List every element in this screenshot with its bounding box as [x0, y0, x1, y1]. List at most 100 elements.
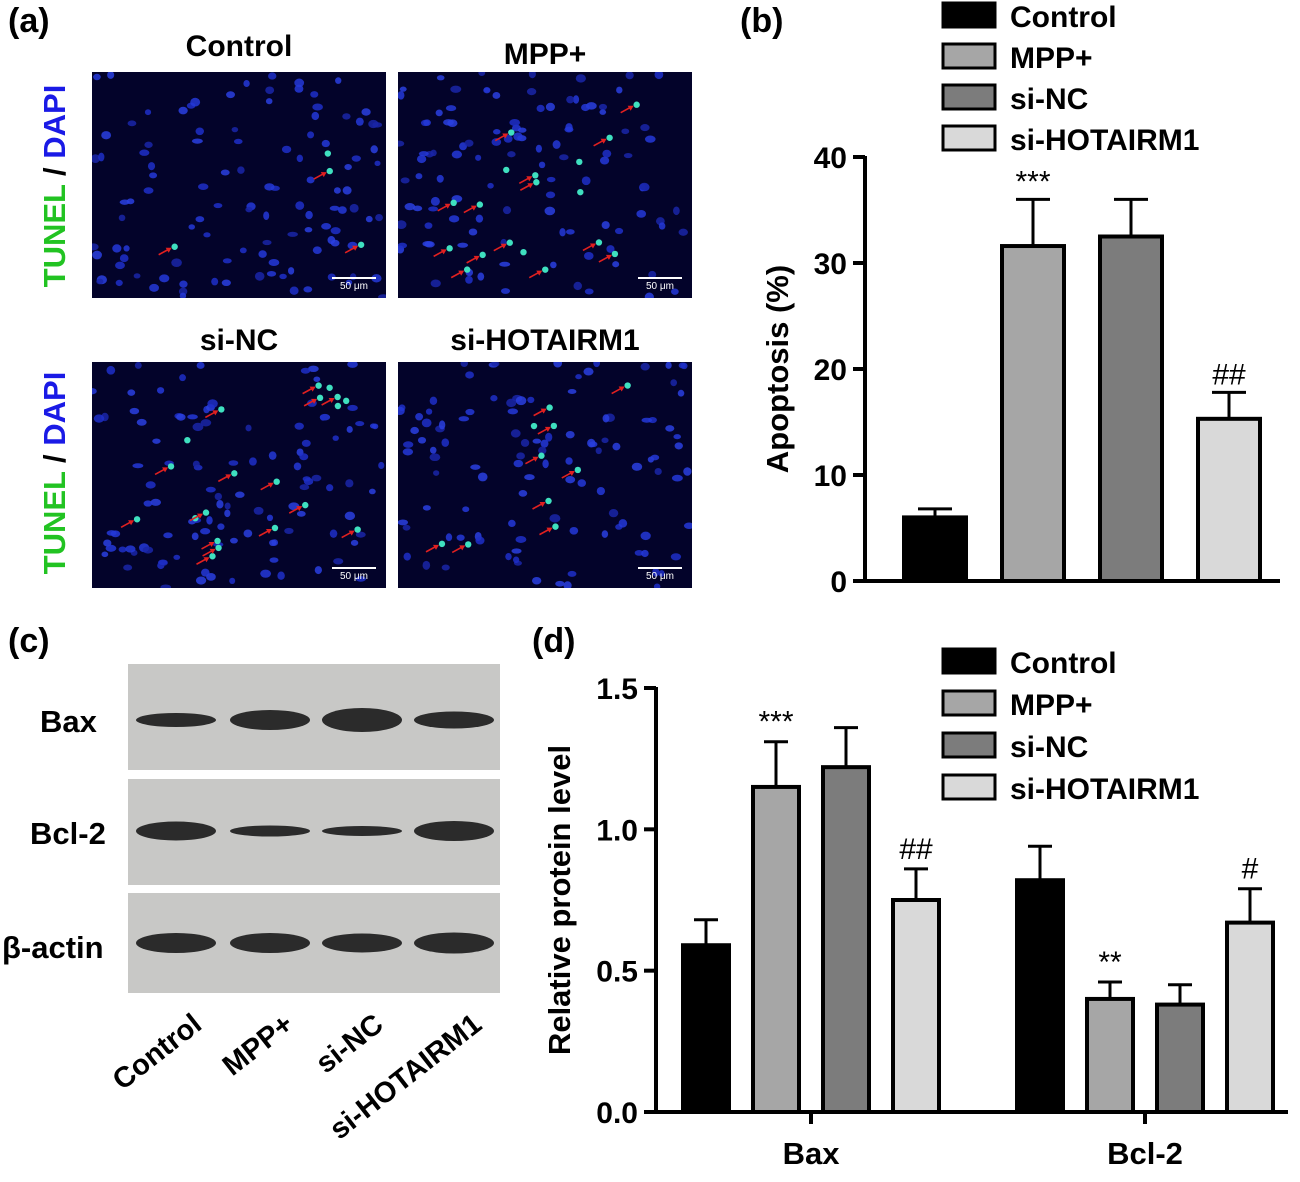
- dapi-nucleus: [606, 245, 615, 253]
- dapi-nucleus: [398, 406, 405, 416]
- dapi-nucleus: [608, 509, 619, 518]
- red-arrow-icon: [217, 474, 232, 483]
- tunel-positive-cell: [273, 478, 280, 485]
- dapi-nucleus: [456, 534, 465, 541]
- dapi-nucleus: [631, 462, 643, 471]
- bar: [1196, 416, 1262, 583]
- blot-label-bax: Bax: [40, 704, 97, 739]
- y-tick-label: 10: [814, 460, 847, 493]
- significance-label: **: [1098, 946, 1122, 979]
- legend-swatch: [941, 124, 997, 152]
- bar: [1225, 920, 1275, 1115]
- dapi-nucleus: [144, 141, 153, 148]
- legend-label: MPP+: [1010, 42, 1093, 75]
- dapi-nucleus: [281, 145, 292, 154]
- dapi-nucleus: [375, 213, 383, 222]
- dapi-nucleus: [187, 414, 198, 420]
- dapi-nucleus: [403, 552, 411, 561]
- dapi-nucleus: [451, 150, 463, 159]
- dapi-nucleus: [118, 546, 127, 553]
- dapi-nucleus: [269, 557, 279, 563]
- dapi-nucleus: [483, 87, 491, 94]
- tunel-positive-cell: [326, 167, 333, 175]
- tunel-positive-cell: [479, 251, 486, 259]
- tunel-positive-cell: [546, 404, 553, 411]
- dapi-nucleus: [491, 138, 502, 146]
- tunel-positive-cell: [520, 248, 527, 256]
- dapi-nucleus: [515, 535, 527, 543]
- micrograph-title-sihotairm1: si-HOTAIRM1: [450, 324, 640, 357]
- dapi-nucleus: [443, 119, 454, 126]
- dapi-nucleus: [342, 113, 351, 120]
- dapi-nucleus: [294, 84, 304, 93]
- dapi-nucleus: [333, 187, 341, 194]
- dapi-nucleus: [269, 539, 277, 547]
- red-arrow-icon: [258, 529, 272, 537]
- tunel-positive-cell: [506, 239, 513, 246]
- panel-label-d: (d): [532, 622, 576, 660]
- dapi-nucleus: [400, 177, 410, 184]
- red-arrow-icon: [260, 482, 274, 491]
- dapi-nucleus: [572, 95, 580, 104]
- dapi-nucleus: [536, 104, 545, 113]
- dapi-nucleus: [565, 476, 576, 484]
- legend-swatch: [941, 689, 997, 717]
- dapi-nucleus: [133, 273, 141, 279]
- dapi-nucleus: [493, 129, 501, 135]
- dapi-nucleus: [477, 472, 488, 482]
- y-axis-label: Relative protein level: [542, 745, 577, 1055]
- red-arrow-icon: [525, 456, 539, 465]
- dapi-nucleus: [450, 85, 462, 93]
- dapi-nucleus: [245, 424, 252, 432]
- dapi-nucleus: [509, 118, 521, 127]
- dapi-nucleus: [601, 530, 609, 538]
- tunel-positive-cell: [209, 553, 216, 560]
- red-arrow-icon: [204, 410, 219, 419]
- dapi-nucleus: [403, 441, 414, 448]
- lane-label-mpp: MPP+: [217, 1008, 300, 1083]
- dapi-nucleus: [312, 103, 323, 111]
- dapi-nucleus: [196, 362, 205, 369]
- y-tick-label: 20: [814, 354, 847, 387]
- dapi-nucleus: [299, 453, 309, 461]
- dapi-nucleus: [398, 242, 408, 249]
- dapi-nucleus: [303, 286, 313, 293]
- blot-band: [230, 825, 310, 837]
- dapi-nucleus: [118, 214, 126, 222]
- dapi-nucleus: [160, 584, 172, 588]
- dapi-nucleus: [421, 418, 432, 428]
- dapi-nucleus: [231, 126, 239, 133]
- dapi-nucleus: [465, 275, 473, 284]
- dapi-nucleus: [277, 571, 285, 580]
- y-tick-label: 40: [814, 142, 847, 175]
- dapi-nucleus: [266, 270, 277, 277]
- dapi-nucleus: [350, 539, 359, 546]
- bar: [902, 515, 968, 584]
- tunel-positive-cell: [577, 188, 584, 196]
- dapi-nucleus: [158, 559, 168, 566]
- blot-strip-bax: [128, 664, 500, 770]
- dapi-nucleus: [658, 222, 666, 230]
- dapi-nucleus: [207, 399, 218, 409]
- tunel-positive-cell: [171, 243, 178, 250]
- tunel-positive-cell: [538, 452, 545, 459]
- dapi-nucleus: [115, 261, 125, 270]
- dapi-nucleus: [337, 206, 347, 214]
- micrograph-control: 50 μm: [92, 72, 386, 298]
- dapi-nucleus: [418, 151, 429, 157]
- dapi-nucleus: [150, 498, 162, 506]
- dapi-nucleus: [107, 72, 115, 79]
- dapi-nucleus: [237, 166, 245, 174]
- dapi-nucleus: [654, 468, 662, 476]
- dapi-nucleus: [254, 271, 265, 281]
- y-axis-label: Apoptosis (%): [760, 265, 795, 473]
- dapi-nucleus: [329, 529, 338, 538]
- dapi-nucleus: [618, 519, 628, 528]
- legend-swatch: [941, 1, 997, 29]
- dapi-nucleus: [404, 203, 416, 211]
- dapi-nucleus: [640, 124, 650, 132]
- red-arrow-icon: [519, 183, 534, 191]
- dapi-nucleus: [599, 156, 610, 165]
- tunel-positive-cell: [184, 436, 191, 444]
- dapi-nucleus: [550, 261, 557, 269]
